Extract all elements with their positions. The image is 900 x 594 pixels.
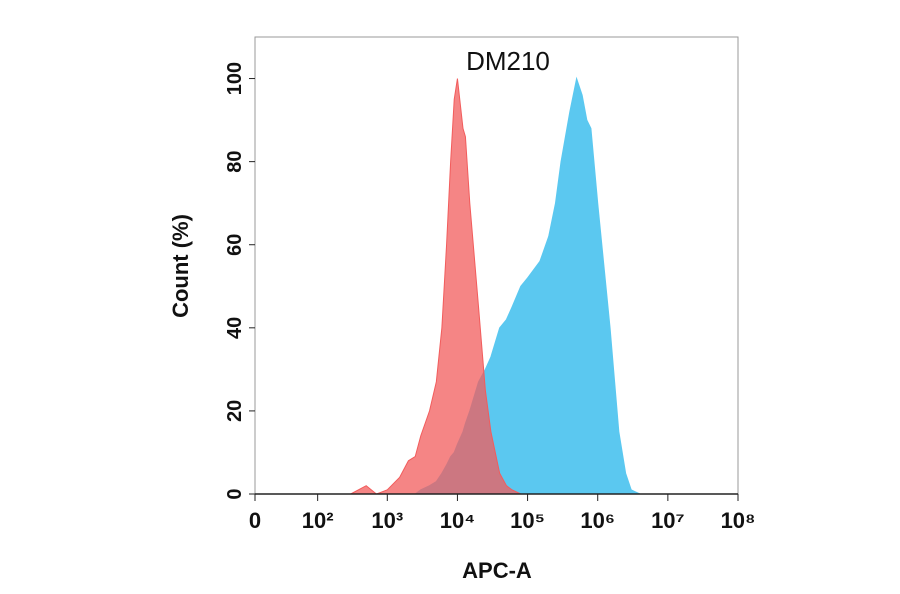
x-tick-label: 10⁸	[721, 508, 756, 533]
x-axis-label: APC-A	[462, 558, 532, 583]
x-tick-label: 0	[249, 508, 261, 533]
x-tick-label: 10³	[371, 508, 403, 533]
y-tick-label: 60	[224, 234, 246, 256]
y-tick-label: 0	[224, 488, 246, 499]
x-tick-label: 10⁷	[651, 508, 685, 533]
y-tick-label: 100	[224, 62, 246, 95]
y-axis-label: Count (%)	[168, 214, 193, 318]
plot-frame	[254, 36, 739, 494]
x-tick-label: 10⁵	[510, 508, 545, 533]
y-tick-label: 80	[224, 151, 246, 173]
y-tick-label: 40	[224, 317, 246, 339]
x-tick-label: 10⁴	[440, 508, 475, 533]
area-fill	[350, 78, 647, 494]
x-tick-label: 10⁶	[580, 508, 615, 533]
y-tick-label: 20	[224, 400, 246, 422]
chart-title: DM210	[466, 46, 550, 76]
x-tick-label: 10²	[302, 508, 334, 533]
